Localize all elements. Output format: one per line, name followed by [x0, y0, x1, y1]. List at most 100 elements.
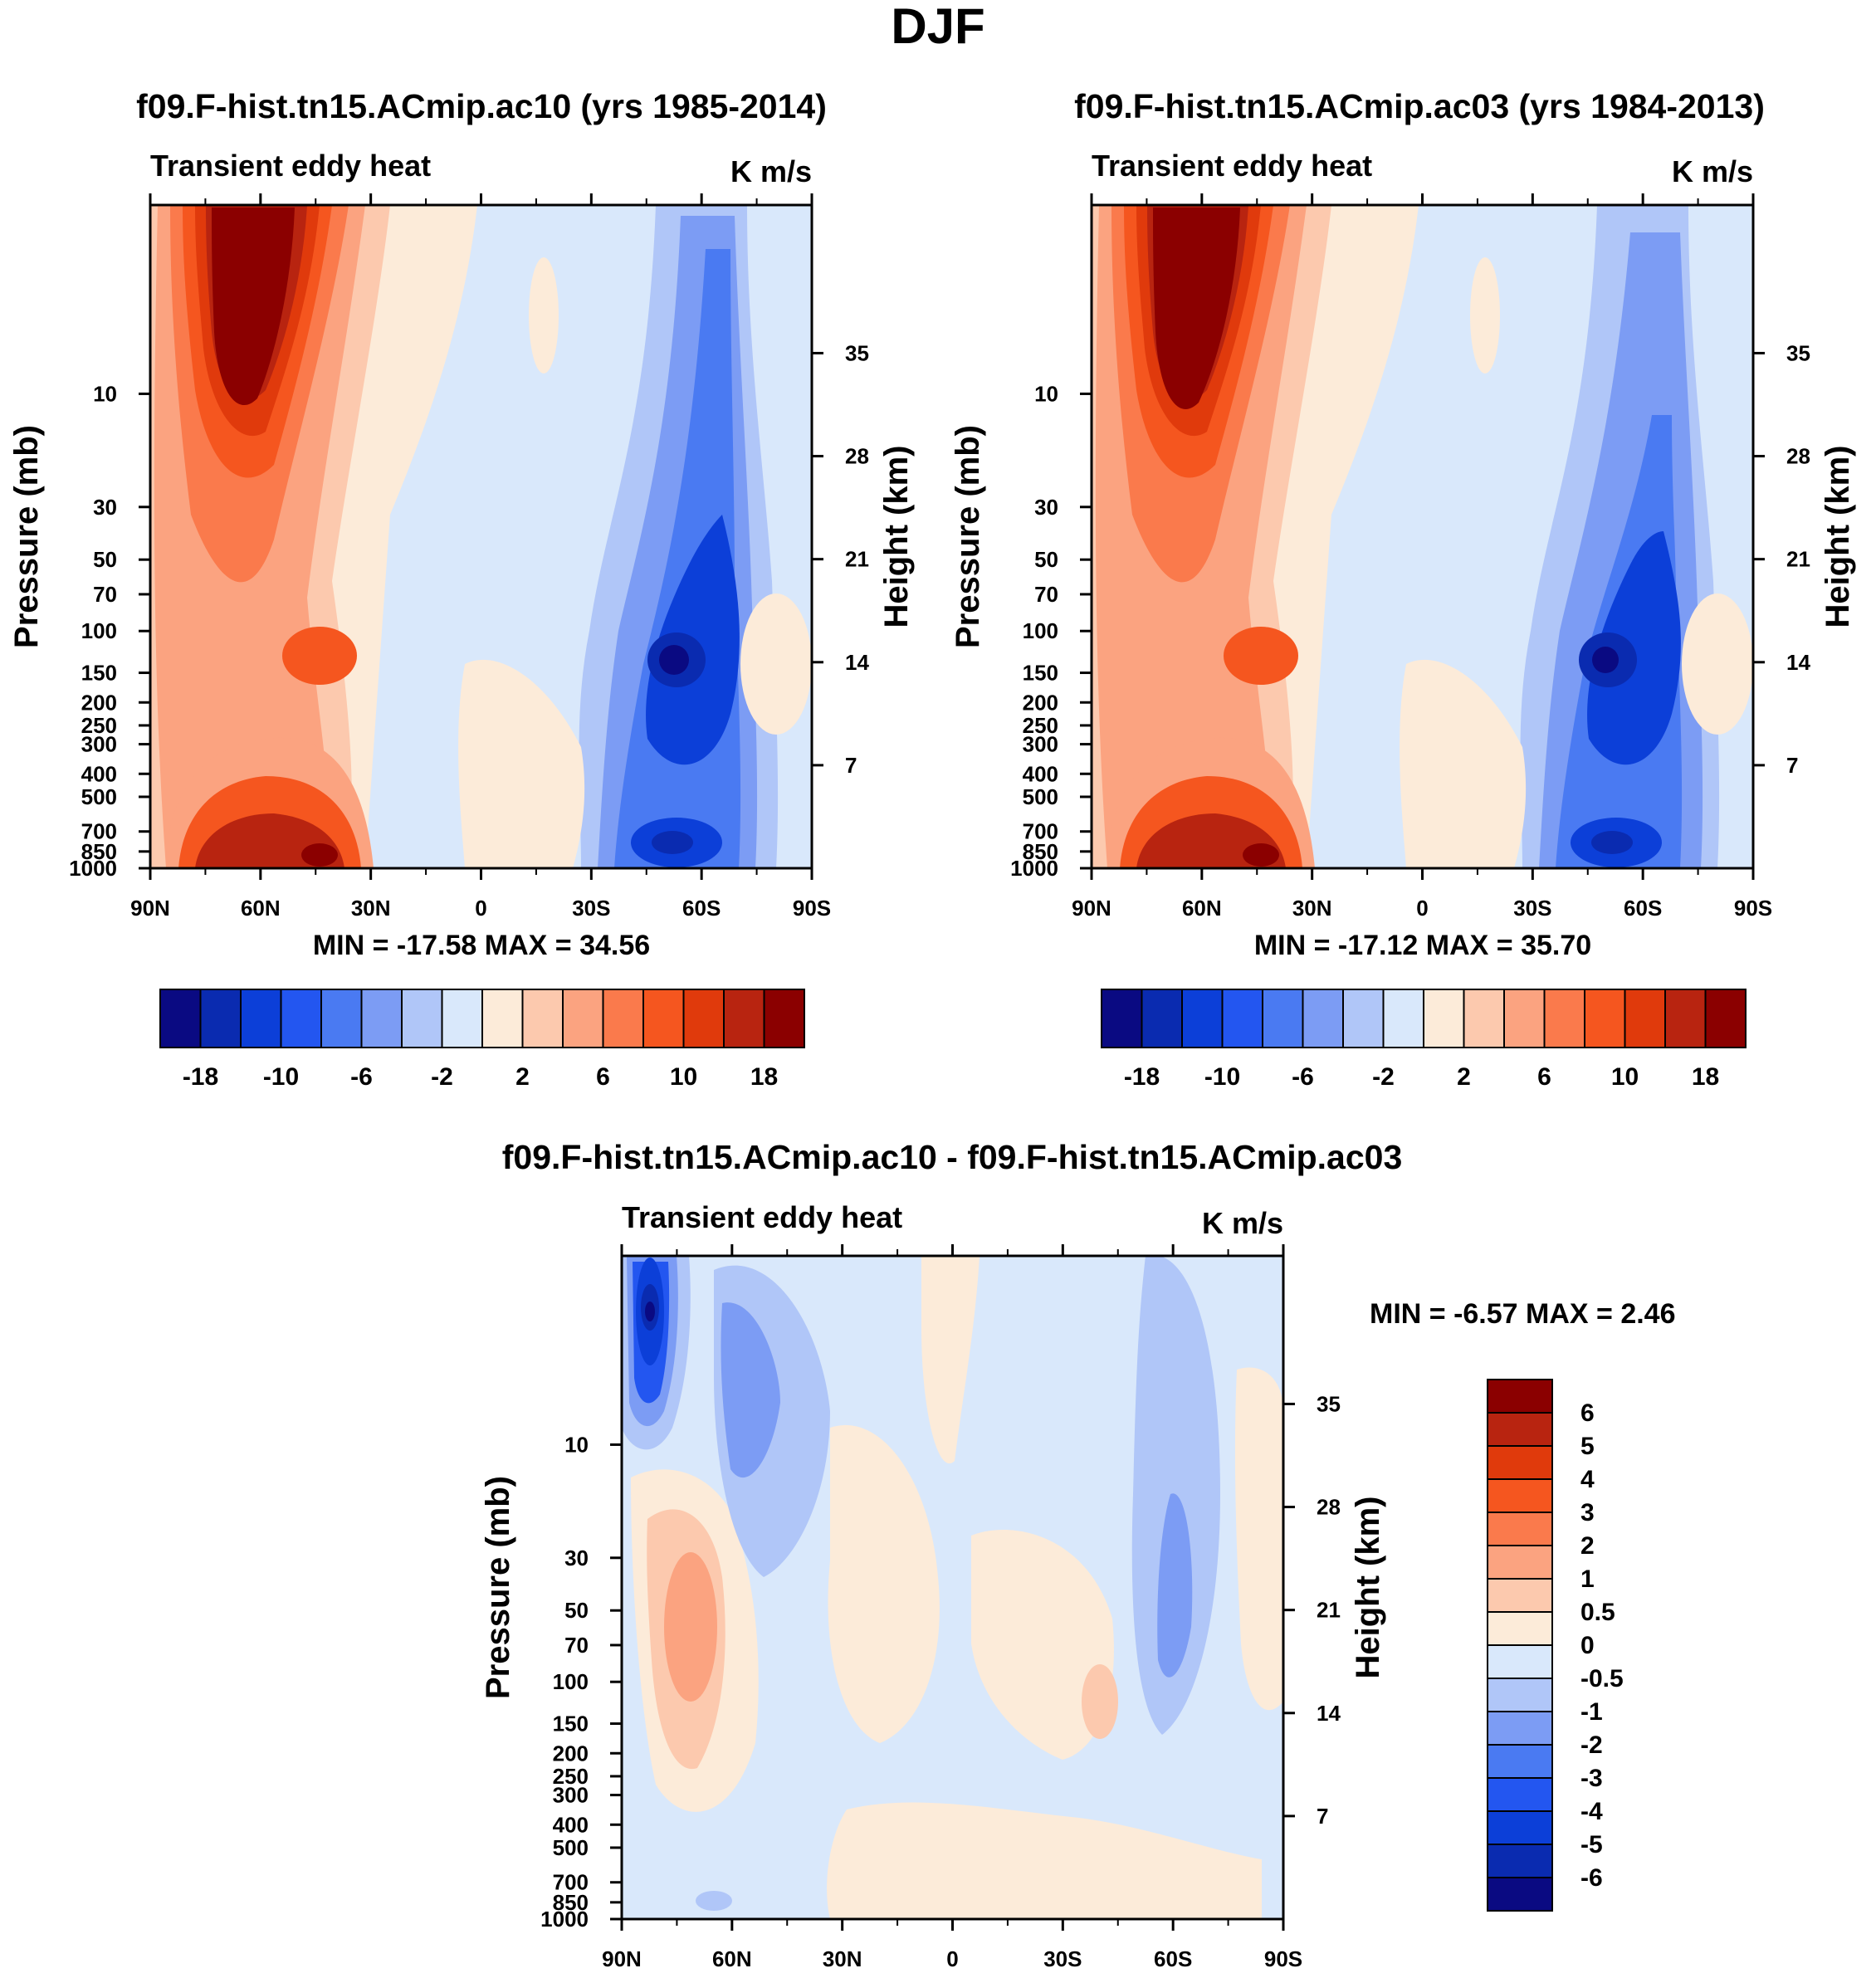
y-axis-label: Pressure (mb)	[8, 425, 45, 648]
panel-3-neg-surface	[696, 1891, 732, 1911]
x-tick-label: 90N	[1072, 896, 1111, 921]
x-tick-label: 90N	[130, 896, 170, 921]
colorbar-box	[240, 989, 282, 1048]
x-tick-label: 90S	[793, 896, 831, 921]
colorbar-label: 2	[1580, 1532, 1595, 1560]
y2-tick-label: 35	[845, 340, 869, 365]
panel-3-neg-midlat-2	[721, 1302, 780, 1478]
x-tick-label: 0	[475, 896, 486, 921]
colorbar-box	[642, 989, 685, 1048]
y-tick-label: 1000	[540, 1907, 589, 1932]
colorbar-label: -2	[1580, 1731, 1603, 1759]
colorbar-box	[602, 989, 644, 1048]
x-tick-label: 60N	[712, 1946, 752, 1971]
panel-3: f09.F-hist.tn15.ACmip.ac10 - f09.F-hist.…	[480, 1138, 1676, 1971]
y-tick-label: 500	[553, 1835, 589, 1860]
figure-title: DJF	[891, 0, 984, 54]
colorbar-box	[1487, 1744, 1553, 1779]
panel-2-units: K m/s	[1672, 154, 1753, 188]
panel-2-minmax: MIN = -17.12 MAX = 35.70	[1254, 930, 1591, 961]
x-tick-label: 60S	[682, 896, 721, 921]
panel-1-axes: 90N 60N 30N 0 30S 60S 90S103050701001502002503…	[8, 193, 915, 921]
colorbar-box	[1262, 989, 1304, 1048]
panel-3-contour-field	[622, 1256, 1283, 1919]
x-tick-label: 60N	[241, 896, 281, 921]
colorbar-label: 5	[1580, 1433, 1595, 1460]
colorbar-box	[1101, 989, 1143, 1048]
colorbar-box	[1704, 989, 1747, 1048]
y-tick-label: 500	[81, 784, 117, 809]
x-tick-label: 60N	[1182, 896, 1222, 921]
x-tick-label: 30N	[1292, 896, 1332, 921]
colorbar-box	[199, 989, 242, 1048]
panel-3-neg-min	[645, 1302, 655, 1321]
colorbar-box	[1221, 989, 1263, 1048]
y2-tick-label: 35	[1317, 1391, 1341, 1416]
y-tick-label: 30	[93, 495, 117, 520]
panel-1-pos-strat-patch	[529, 257, 559, 374]
panel-3-pos-nh-max	[664, 1552, 717, 1702]
y2-tick-label: 7	[845, 753, 857, 778]
colorbar-box	[360, 989, 403, 1048]
panel-3-minmax: MIN = -6.57 MAX = 2.46	[1370, 1298, 1676, 1330]
y-tick-label: 250	[553, 1764, 589, 1789]
y-tick-label: 100	[1023, 618, 1058, 643]
colorbar-box	[1423, 989, 1465, 1048]
y-tick-label: 30	[564, 1546, 589, 1570]
colorbar-label: 6	[1537, 1063, 1551, 1091]
colorbar-box	[1503, 989, 1546, 1048]
panel-3-axes: 90N 60N 30N 0 30S 60S 90S103050701001502002503…	[480, 1244, 1386, 1971]
colorbar-label: 4	[1580, 1466, 1595, 1493]
x-tick-label: 90N	[602, 1946, 642, 1971]
colorbar-box	[1302, 989, 1344, 1048]
panel-3-pos-sh-max	[1082, 1664, 1118, 1739]
colorbar-label: 0.5	[1580, 1599, 1615, 1626]
y-tick-label: 200	[81, 690, 117, 715]
colorbar-label: -0.5	[1580, 1665, 1624, 1692]
colorbar-box	[1141, 989, 1183, 1048]
y-tick-label: 400	[1023, 761, 1058, 786]
colorbar-box	[1487, 1478, 1553, 1513]
y-tick-label: 50	[564, 1598, 589, 1623]
panel-3-pos-tropical-column	[828, 1424, 940, 1743]
colorbar-label: 18	[1692, 1063, 1719, 1091]
x-tick-label: 0	[946, 1946, 958, 1971]
y-tick-label: 700	[553, 1870, 589, 1895]
y2-tick-label: 28	[1317, 1495, 1341, 1520]
colorbar-label: 6	[1580, 1399, 1595, 1427]
x-tick-label: 30S	[1513, 896, 1551, 921]
colorbar-box	[682, 989, 725, 1048]
panel-2-title: f09.F-hist.tn15.ACmip.ac03 (yrs 1984-201…	[1074, 87, 1765, 125]
panel-3-pos-surface-patch	[827, 1802, 1262, 1919]
panel-2-contour-field	[1092, 205, 1753, 868]
y-tick-label: 100	[553, 1669, 589, 1694]
colorbar-box	[401, 989, 443, 1048]
y2-tick-label: 35	[1786, 340, 1810, 365]
colorbar-label: 3	[1580, 1499, 1595, 1526]
y-tick-label: 30	[1034, 495, 1058, 520]
colorbar-box	[280, 989, 322, 1048]
x-tick-label: 30N	[823, 1946, 862, 1971]
colorbar-label: 0	[1580, 1632, 1595, 1659]
colorbar-box	[481, 989, 524, 1048]
colorbar-box	[1624, 989, 1666, 1048]
colorbar-label: -6	[350, 1063, 373, 1091]
y-tick-label: 300	[553, 1783, 589, 1808]
y-tick-label: 300	[81, 732, 117, 757]
colorbar-label: -10	[1204, 1063, 1240, 1091]
y2-tick-label: 14	[1317, 1701, 1341, 1726]
colorbar-box	[1487, 1777, 1553, 1812]
panel-1-left-string: Transient eddy heat	[150, 149, 431, 183]
colorbar-label: -1	[1580, 1698, 1603, 1726]
colorbar-box	[1487, 1512, 1553, 1546]
y-tick-label: 10	[93, 381, 117, 406]
panel-3-pos-sh-column	[971, 1530, 1114, 1760]
colorbar-box	[320, 989, 363, 1048]
panel-1-pos-polar-patch	[740, 593, 812, 735]
y2-tick-label: 21	[845, 547, 869, 572]
colorbar-box	[562, 989, 604, 1048]
y-tick-label: 70	[564, 1633, 589, 1658]
colorbar-box	[1181, 989, 1224, 1048]
panel-1-title: f09.F-hist.tn15.ACmip.ac10 (yrs 1985-201…	[136, 87, 827, 125]
y-tick-label: 1000	[1010, 856, 1058, 881]
